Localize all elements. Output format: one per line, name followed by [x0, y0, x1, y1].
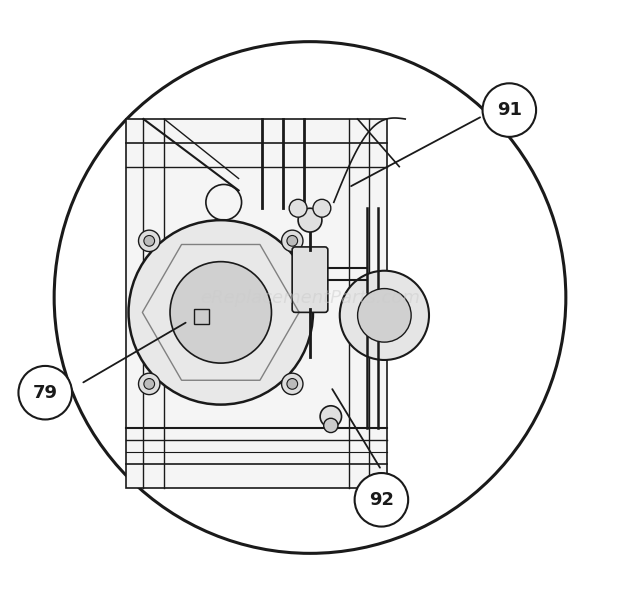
Circle shape [313, 199, 331, 217]
Text: 92: 92 [369, 491, 394, 509]
Circle shape [324, 418, 338, 433]
Circle shape [128, 220, 313, 405]
Text: 79: 79 [33, 384, 58, 402]
Circle shape [287, 236, 298, 246]
Circle shape [289, 199, 307, 217]
Circle shape [138, 373, 160, 394]
FancyBboxPatch shape [194, 309, 209, 324]
Circle shape [281, 373, 303, 394]
Circle shape [320, 406, 342, 427]
Circle shape [144, 236, 154, 246]
Circle shape [287, 378, 298, 389]
Circle shape [355, 473, 408, 527]
FancyBboxPatch shape [125, 119, 388, 488]
Text: eReplacementParts.com: eReplacementParts.com [200, 289, 420, 306]
Circle shape [482, 83, 536, 137]
Circle shape [358, 289, 411, 342]
Circle shape [138, 230, 160, 252]
Circle shape [144, 378, 154, 389]
Circle shape [170, 262, 272, 363]
FancyBboxPatch shape [292, 247, 328, 312]
Circle shape [340, 271, 429, 360]
Text: 91: 91 [497, 101, 522, 119]
Circle shape [54, 42, 566, 553]
Circle shape [19, 366, 72, 419]
Circle shape [281, 230, 303, 252]
Circle shape [298, 208, 322, 232]
